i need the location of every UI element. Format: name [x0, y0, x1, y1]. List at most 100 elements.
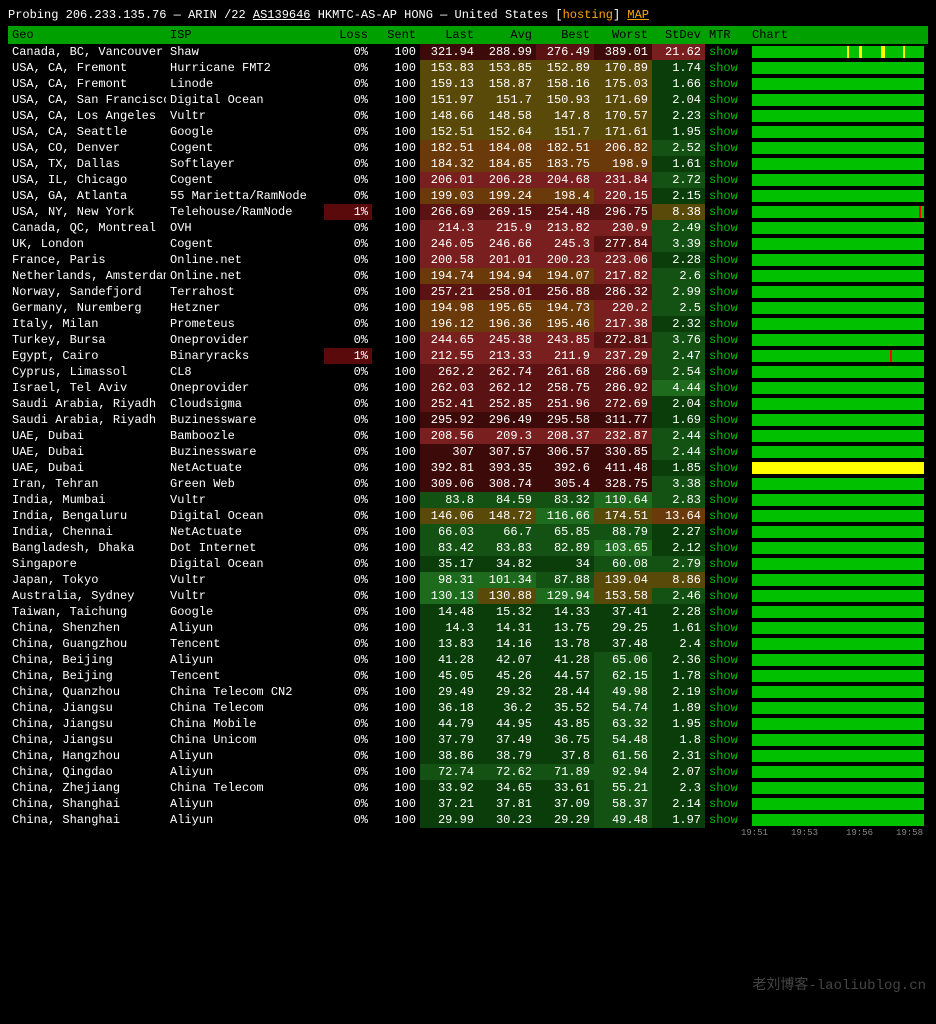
- geo-cell: Norway, Sandefjord: [8, 284, 166, 300]
- mtr-show-link[interactable]: show: [709, 509, 738, 523]
- mtr-show-link[interactable]: show: [709, 749, 738, 763]
- mtr-show-link[interactable]: show: [709, 173, 738, 187]
- loss-cell: 0%: [324, 300, 372, 316]
- latency-chart-bar: [752, 622, 924, 634]
- mtr-show-link[interactable]: show: [709, 157, 738, 171]
- mtr-show-link[interactable]: show: [709, 109, 738, 123]
- best-cell: 276.49: [536, 44, 594, 60]
- mtr-show-link[interactable]: show: [709, 493, 738, 507]
- geo-cell: China, Hangzhou: [8, 748, 166, 764]
- sent-cell: 100: [372, 220, 420, 236]
- mtr-show-link[interactable]: show: [709, 381, 738, 395]
- geo-cell: China, Guangzhou: [8, 636, 166, 652]
- worst-cell: 171.61: [594, 124, 652, 140]
- mtr-show-link[interactable]: show: [709, 125, 738, 139]
- mtr-show-link[interactable]: show: [709, 541, 738, 555]
- last-cell: 151.97: [420, 92, 478, 108]
- mtr-show-link[interactable]: show: [709, 733, 738, 747]
- mtr-show-link[interactable]: show: [709, 637, 738, 651]
- map-link[interactable]: MAP: [627, 8, 649, 22]
- mtr-show-link[interactable]: show: [709, 349, 738, 363]
- sent-cell: 100: [372, 300, 420, 316]
- mtr-show-link[interactable]: show: [709, 77, 738, 91]
- mtr-show-link[interactable]: show: [709, 45, 738, 59]
- latency-chart-bar: [752, 542, 924, 554]
- worst-cell: 54.48: [594, 732, 652, 748]
- mtr-show-link[interactable]: show: [709, 653, 738, 667]
- last-cell: 309.06: [420, 476, 478, 492]
- latency-chart-bar: [752, 334, 924, 346]
- mtr-show-link[interactable]: show: [709, 333, 738, 347]
- mtr-show-link[interactable]: show: [709, 797, 738, 811]
- best-cell: 204.68: [536, 172, 594, 188]
- mtr-show-link[interactable]: show: [709, 701, 738, 715]
- chart-cell: [748, 316, 928, 332]
- isp-cell: Aliyun: [166, 748, 324, 764]
- mtr-show-link[interactable]: show: [709, 189, 738, 203]
- isp-cell: Aliyun: [166, 652, 324, 668]
- sent-cell: 100: [372, 780, 420, 796]
- mtr-show-link[interactable]: show: [709, 685, 738, 699]
- mtr-show-link[interactable]: show: [709, 557, 738, 571]
- mtr-show-link[interactable]: show: [709, 669, 738, 683]
- mtr-show-link[interactable]: show: [709, 93, 738, 107]
- mtr-show-link[interactable]: show: [709, 237, 738, 251]
- chart-cell: [748, 492, 928, 508]
- mtr-show-link[interactable]: show: [709, 221, 738, 235]
- table-row: UAE, DubaiNetActuate0%100392.81393.35392…: [8, 460, 928, 476]
- best-cell: 195.46: [536, 316, 594, 332]
- worst-cell: 92.94: [594, 764, 652, 780]
- worst-cell: 330.85: [594, 444, 652, 460]
- latency-chart-bar: [752, 62, 924, 74]
- mtr-show-link[interactable]: show: [709, 205, 738, 219]
- mtr-show-link[interactable]: show: [709, 269, 738, 283]
- stdev-cell: 2.99: [652, 284, 705, 300]
- mtr-show-link[interactable]: show: [709, 589, 738, 603]
- mtr-show-link[interactable]: show: [709, 253, 738, 267]
- sent-cell: 100: [372, 732, 420, 748]
- mtr-show-link[interactable]: show: [709, 477, 738, 491]
- mtr-show-link[interactable]: show: [709, 573, 738, 587]
- loss-cell: 0%: [324, 444, 372, 460]
- mtr-show-link[interactable]: show: [709, 621, 738, 635]
- best-cell: 243.85: [536, 332, 594, 348]
- mtr-show-link[interactable]: show: [709, 141, 738, 155]
- mtr-show-link[interactable]: show: [709, 61, 738, 75]
- mtr-show-link[interactable]: show: [709, 605, 738, 619]
- mtr-show-link[interactable]: show: [709, 461, 738, 475]
- chart-cell: [748, 636, 928, 652]
- last-cell: 152.51: [420, 124, 478, 140]
- worst-cell: 29.25: [594, 620, 652, 636]
- sent-cell: 100: [372, 460, 420, 476]
- mtr-show-link[interactable]: show: [709, 301, 738, 315]
- worst-cell: 49.98: [594, 684, 652, 700]
- mtr-show-link[interactable]: show: [709, 317, 738, 331]
- loss-cell: 0%: [324, 124, 372, 140]
- mtr-show-link[interactable]: show: [709, 717, 738, 731]
- mtr-show-link[interactable]: show: [709, 813, 738, 827]
- mtr-show-link[interactable]: show: [709, 365, 738, 379]
- latency-chart-bar: [752, 238, 924, 250]
- geo-cell: India, Mumbai: [8, 492, 166, 508]
- geo-cell: China, Quanzhou: [8, 684, 166, 700]
- loss-cell: 0%: [324, 812, 372, 828]
- asn-link[interactable]: AS139646: [253, 8, 311, 22]
- mtr-show-link[interactable]: show: [709, 765, 738, 779]
- best-cell: 147.8: [536, 108, 594, 124]
- mtr-show-link[interactable]: show: [709, 525, 738, 539]
- best-cell: 213.82: [536, 220, 594, 236]
- loss-cell: 0%: [324, 44, 372, 60]
- mtr-show-link[interactable]: show: [709, 429, 738, 443]
- stdev-cell: 1.78: [652, 668, 705, 684]
- best-cell: 261.68: [536, 364, 594, 380]
- chart-cell: [748, 396, 928, 412]
- mtr-show-link[interactable]: show: [709, 285, 738, 299]
- stdev-cell: 2.12: [652, 540, 705, 556]
- mtr-show-link[interactable]: show: [709, 397, 738, 411]
- chart-cell: [748, 620, 928, 636]
- mtr-show-link[interactable]: show: [709, 781, 738, 795]
- stdev-cell: 2.4: [652, 636, 705, 652]
- mtr-show-link[interactable]: show: [709, 413, 738, 427]
- mtr-show-link[interactable]: show: [709, 445, 738, 459]
- last-cell: 83.42: [420, 540, 478, 556]
